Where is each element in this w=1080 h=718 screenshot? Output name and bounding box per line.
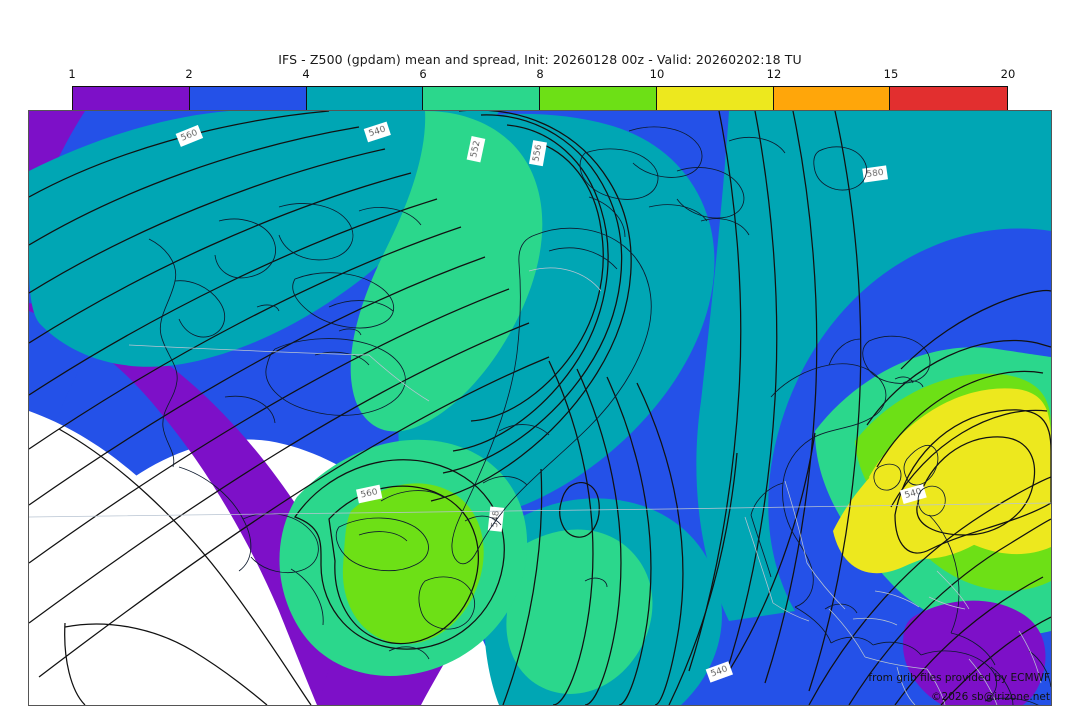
colorbar-tick-4: 4 bbox=[302, 67, 310, 81]
colorbar-tick-15: 15 bbox=[883, 67, 899, 81]
colorbar-tick-20: 20 bbox=[1000, 67, 1016, 81]
colorbar-tick-labels: 1 2 4 6 8 10 12 15 20 bbox=[68, 67, 1015, 83]
page-title: IFS - Z500 (gpdam) mean and spread, Init… bbox=[278, 52, 802, 67]
contour-label: 556 bbox=[532, 144, 545, 163]
attribution-copyright: ©2026 sb@irizone.net bbox=[931, 691, 1050, 703]
contour-label: 552 bbox=[469, 140, 482, 159]
contour-label: 580 bbox=[866, 168, 885, 180]
colorbar-tick-1: 1 bbox=[68, 67, 76, 81]
coastlines bbox=[148, 126, 1051, 705]
colorbar-tick-10: 10 bbox=[649, 67, 665, 81]
contour-label: 560 bbox=[360, 487, 379, 500]
attribution-source: from grib files provided by ECMWF bbox=[868, 672, 1050, 684]
colorbar-tick-2: 2 bbox=[185, 67, 193, 81]
spread-contour-map: 560 540 552 556 580 560 548 540 bbox=[29, 111, 1051, 705]
colorbar-tick-8: 8 bbox=[536, 67, 544, 81]
contour-label: 548 bbox=[490, 510, 502, 528]
colorbar-tick-6: 6 bbox=[419, 67, 427, 81]
colorbar-tick-12: 12 bbox=[766, 67, 782, 81]
map-panel[interactable]: 560 540 552 556 580 560 548 540 bbox=[28, 110, 1052, 706]
